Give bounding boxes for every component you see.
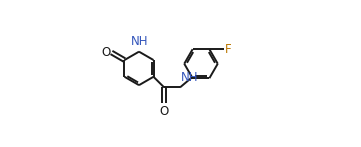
Text: NH: NH — [131, 35, 148, 48]
Text: O: O — [160, 105, 169, 118]
Text: NH: NH — [181, 71, 198, 84]
Text: O: O — [101, 46, 111, 59]
Text: F: F — [225, 43, 231, 56]
